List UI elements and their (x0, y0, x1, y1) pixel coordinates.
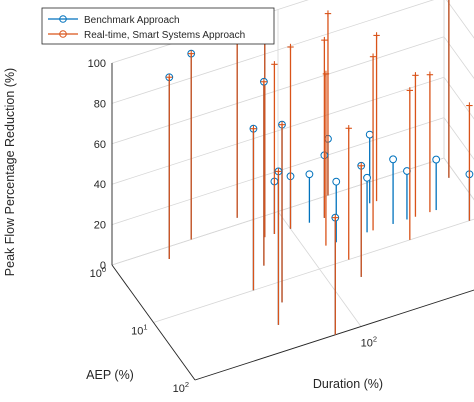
back-wall-gridline (111, 0, 309, 64)
smart-systems-marker (321, 36, 328, 44)
benchmark-marker (363, 173, 371, 182)
smart-systems-marker (271, 61, 278, 68)
benchmark-marker (432, 155, 441, 164)
z-tick-label: 80 (94, 98, 106, 110)
legend-label-smart: Real-time, Smart Systems Approach (84, 30, 245, 41)
smart-systems-marker (322, 70, 330, 78)
legend-marker-smart (59, 30, 67, 38)
z-tick-label: 60 (94, 139, 106, 151)
back-wall-gridline (111, 0, 435, 104)
z-axis-label: Peak Flow Percentage Reduction (%) (3, 68, 17, 276)
smart-systems-marker (278, 121, 286, 128)
floor-gridline (153, 218, 474, 323)
side-wall-gridline (443, 36, 474, 80)
smart-systems-marker (373, 32, 380, 39)
legend-entry-benchmark: Benchmark Approach (48, 15, 180, 26)
z-tick-label: 20 (94, 220, 106, 232)
smart-systems-marker (358, 162, 365, 169)
benchmark-marker (305, 170, 314, 179)
tick-labels: 020406080100100101102102103 (88, 58, 377, 395)
x-axis-label: Duration (%) (313, 377, 383, 391)
y-axis-label: AEP (%) (86, 368, 134, 382)
z-tick-label: 100 (88, 58, 106, 70)
stems (165, 0, 474, 335)
side-wall-gridline (443, 76, 474, 120)
smart-systems-marker (466, 102, 473, 109)
smart-systems-marker (287, 43, 294, 51)
smart-systems-marker (324, 10, 332, 17)
legend-entry-smart: Real-time, Smart Systems Approach (48, 30, 245, 41)
benchmark-marker (389, 155, 397, 164)
x-axis-line (194, 289, 474, 381)
y-axis-line (111, 264, 196, 381)
z-tick-label: 0 (100, 260, 106, 272)
smart-systems-marker (188, 50, 195, 57)
legend-label-benchmark: Benchmark Approach (84, 15, 180, 26)
benchmark-marker (332, 177, 341, 186)
smart-systems-marker (332, 214, 339, 221)
legend-marker-benchmark (59, 15, 67, 23)
smart-systems-marker (406, 87, 414, 94)
side-wall-gridline (446, 0, 474, 39)
benchmark-marker (365, 130, 374, 139)
smart-systems-marker (260, 78, 268, 85)
y-tick-label: 100 (90, 265, 106, 280)
smart-systems-marker (369, 53, 377, 60)
back-wall-gridline (111, 36, 445, 145)
smart-systems-marker (166, 74, 173, 81)
legend-box (41, 7, 275, 45)
z-tick-label: 40 (94, 179, 106, 191)
side-wall-gridline (443, 157, 474, 201)
side-wall-gridline (443, 117, 474, 160)
x-tick-label: 102 (361, 335, 377, 350)
smart-systems-marker (412, 72, 419, 79)
smart-systems-marker (426, 71, 434, 78)
y-tick-label: 102 (173, 380, 189, 395)
floor-gridline (194, 289, 474, 381)
back-wall-gridline (111, 76, 445, 185)
y-tick-label: 101 (131, 323, 147, 338)
grid (111, 0, 474, 381)
smart-systems-marker (345, 125, 352, 132)
smart-systems-marker (250, 125, 257, 132)
smart-systems-marker (275, 168, 282, 175)
legend: Benchmark Approach Real-time, Smart Syst… (41, 7, 275, 45)
